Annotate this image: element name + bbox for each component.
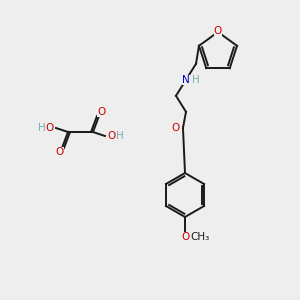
Text: N: N [182, 75, 190, 85]
Text: CH₃: CH₃ [190, 232, 209, 242]
Text: H: H [192, 75, 200, 85]
Text: O: O [108, 131, 116, 141]
Text: O: O [214, 26, 222, 36]
Text: H: H [116, 131, 124, 141]
Text: O: O [56, 147, 64, 157]
Text: H: H [38, 123, 46, 133]
Text: O: O [46, 123, 54, 133]
Text: O: O [181, 232, 189, 242]
Text: O: O [97, 107, 105, 117]
Text: O: O [172, 123, 180, 133]
